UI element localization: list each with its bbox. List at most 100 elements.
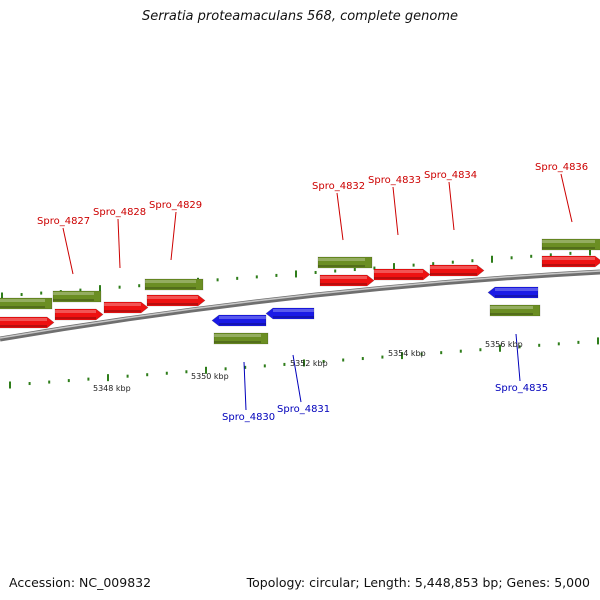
forward-cds-arrow [319, 274, 375, 287]
reverse-cds-arrow [265, 307, 315, 320]
inner-tick [518, 345, 521, 349]
scale-label: 5354 kbp [388, 349, 426, 358]
inner-tick [420, 352, 423, 356]
outer-tick [40, 291, 43, 295]
outer-tick [79, 288, 82, 292]
inner-tick [597, 337, 599, 345]
reverse-gene-leader-line [243, 361, 247, 411]
outer-tick [20, 293, 23, 297]
forward-gene-label: Spro_4832 [312, 181, 365, 192]
inner-tick [185, 370, 188, 374]
outer-tick [432, 262, 435, 266]
inner-tick [479, 348, 482, 352]
map-title: Serratia proteamaculans 568, complete ge… [141, 9, 459, 24]
outer-tick [530, 254, 533, 258]
inner-tick [107, 374, 109, 382]
forward-cds-arrow [103, 301, 149, 314]
inner-tick [205, 366, 207, 374]
inner-tick [303, 359, 305, 367]
outer-tick [393, 263, 395, 271]
genome-summary-text: Topology: circular; Length: 5,448,853 bp… [246, 575, 590, 590]
inner-tick [342, 358, 345, 362]
outer-tick [373, 266, 376, 270]
inner-tick [263, 364, 266, 368]
outer-tick [471, 259, 474, 263]
forward-gene-label: Spro_4828 [93, 207, 146, 218]
forward-cds-arrow [373, 268, 431, 281]
accession-text: Accession: NC_009832 [9, 575, 152, 590]
gene-bar [489, 304, 541, 317]
forward-gene-leader-line [560, 173, 573, 223]
forward-cds-arrow [146, 294, 206, 307]
forward-cds-arrow [541, 255, 600, 268]
outer-tick [549, 253, 552, 257]
inner-tick [67, 379, 70, 383]
inner-tick [381, 355, 384, 359]
scale-label: 5350 kbp [191, 372, 229, 381]
outer-tick [99, 285, 101, 293]
reverse-gene-label: Spro_4830 [222, 412, 275, 423]
reverse-gene-label: Spro_4831 [277, 404, 330, 415]
inner-tick [577, 340, 580, 344]
outer-tick [236, 276, 239, 280]
outer-tick [491, 255, 493, 263]
inner-tick [459, 349, 462, 353]
gene-bar [0, 297, 53, 310]
outer-tick [255, 275, 258, 279]
reverse-gene-leader-line [515, 333, 521, 382]
scale-label: 5348 kbp [93, 384, 131, 393]
inner-tick [244, 365, 247, 369]
inner-tick [87, 377, 90, 381]
forward-gene-leader-line [117, 218, 121, 269]
gene-bar [144, 278, 204, 291]
forward-cds-arrow [0, 316, 55, 329]
reverse-gene-label: Spro_4835 [495, 383, 548, 394]
outer-tick [589, 248, 591, 256]
outer-tick [138, 284, 141, 288]
forward-cds-arrow [54, 308, 104, 321]
inner-tick [126, 374, 129, 378]
inner-tick [9, 381, 11, 389]
gene-bar [52, 290, 102, 303]
forward-gene-label: Spro_4834 [424, 170, 477, 181]
forward-cds-arrow [429, 264, 485, 277]
inner-tick [322, 359, 325, 363]
forward-gene-leader-line [392, 186, 399, 236]
outer-tick [412, 263, 415, 267]
forward-gene-label: Spro_4833 [368, 175, 421, 186]
outer-tick [118, 285, 121, 289]
inner-tick [283, 362, 286, 366]
inner-tick [361, 357, 364, 361]
forward-gene-label: Spro_4829 [149, 200, 202, 211]
inner-tick [538, 343, 541, 347]
forward-gene-leader-line [62, 227, 74, 275]
outer-tick [216, 278, 219, 282]
outer-tick [451, 260, 454, 264]
gene-bar [541, 238, 600, 251]
outer-tick [510, 256, 513, 260]
gene-bar [213, 332, 269, 345]
outer-tick [275, 273, 278, 277]
outer-tick [1, 292, 3, 300]
forward-gene-leader-line [448, 181, 455, 231]
outer-tick [569, 251, 572, 255]
inner-tick [28, 382, 31, 386]
inner-tick [557, 342, 560, 346]
inner-tick [499, 344, 501, 352]
inner-tick [224, 367, 227, 371]
reverse-cds-arrow [487, 286, 539, 299]
inner-tick [401, 352, 403, 360]
inner-tick [440, 351, 443, 355]
scale-label: 5352 kbp [290, 359, 328, 368]
forward-gene-leader-line [336, 192, 344, 241]
outer-tick [295, 270, 297, 278]
forward-gene-label: Spro_4827 [37, 216, 90, 227]
forward-gene-leader-line [170, 211, 177, 261]
reverse-cds-arrow [211, 314, 267, 327]
outer-tick [314, 270, 317, 274]
backbone-line [0, 269, 600, 342]
inner-tick [165, 371, 168, 375]
inner-tick [146, 373, 149, 377]
